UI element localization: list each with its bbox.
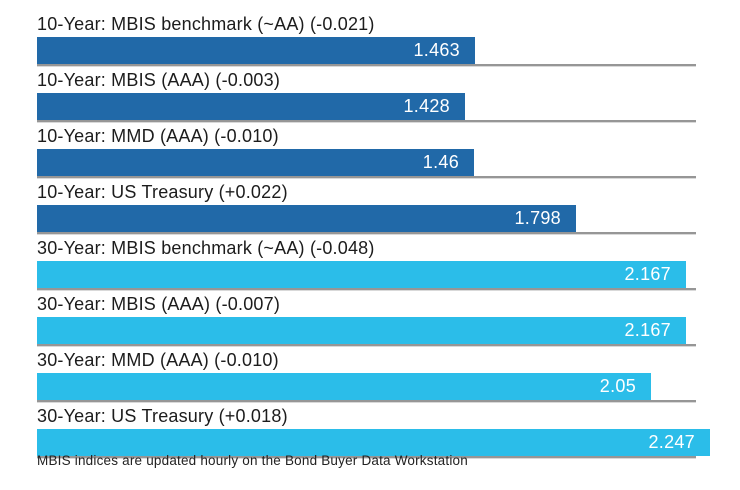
bar-label: 10-Year: MMD (AAA) (-0.010) (37, 126, 279, 146)
bar: 1.798 (37, 205, 576, 232)
bar-label: 10-Year: US Treasury (+0.022) (37, 182, 288, 202)
bar: 2.05 (37, 373, 651, 400)
bar-label: 10-Year: MBIS (AAA) (-0.003) (37, 70, 281, 90)
bar-label: 30-Year: MBIS benchmark (~AA) (-0.048) (37, 238, 375, 258)
row-separator (37, 176, 696, 178)
chart-row: 30-Year: MBIS (AAA) (-0.007) 2.167 (37, 290, 740, 346)
bar-value: 1.798 (514, 208, 561, 228)
row-separator (37, 456, 696, 458)
chart-row: 10-Year: MMD (AAA) (-0.010) 1.46 (37, 122, 740, 178)
chart-row: 10-Year: MBIS benchmark (~AA) (-0.021) 1… (37, 10, 740, 66)
bar-value: 2.167 (624, 264, 671, 284)
bar-label: 30-Year: MMD (AAA) (-0.010) (37, 350, 279, 370)
chart-row: 30-Year: MMD (AAA) (-0.010) 2.05 (37, 346, 740, 402)
row-separator (37, 64, 696, 66)
chart-row: 30-Year: MBIS benchmark (~AA) (-0.048) 2… (37, 234, 740, 290)
row-separator (37, 232, 696, 234)
bar-value: 1.46 (422, 152, 459, 172)
row-separator (37, 400, 696, 402)
bar-value: 1.428 (403, 96, 450, 116)
bar-label: 10-Year: MBIS benchmark (~AA) (-0.021) (37, 14, 375, 34)
row-separator (37, 288, 696, 290)
bar: 2.167 (37, 261, 686, 288)
bar-label: 30-Year: US Treasury (+0.018) (37, 406, 288, 426)
bar: 1.46 (37, 149, 474, 176)
chart-footnote: MBIS indices are updated hourly on the B… (37, 453, 468, 468)
chart-plot-area: 10-Year: MBIS benchmark (~AA) (-0.021) 1… (37, 10, 740, 458)
bar-value: 2.167 (624, 320, 671, 340)
bar-value: 2.247 (648, 432, 695, 452)
row-separator (37, 120, 696, 122)
bar-value: 2.05 (599, 376, 636, 396)
chart-row: 10-Year: MBIS (AAA) (-0.003) 1.428 (37, 66, 740, 122)
chart-row: 30-Year: US Treasury (+0.018) 2.247 (37, 402, 740, 458)
bar: 2.167 (37, 317, 686, 344)
bar: 1.428 (37, 93, 465, 120)
bar: 1.463 (37, 37, 475, 64)
bar-value: 1.463 (413, 40, 460, 60)
chart-row: 10-Year: US Treasury (+0.022) 1.798 (37, 178, 740, 234)
bar: 2.247 (37, 429, 710, 456)
bar-label: 30-Year: MBIS (AAA) (-0.007) (37, 294, 281, 314)
row-separator (37, 344, 696, 346)
